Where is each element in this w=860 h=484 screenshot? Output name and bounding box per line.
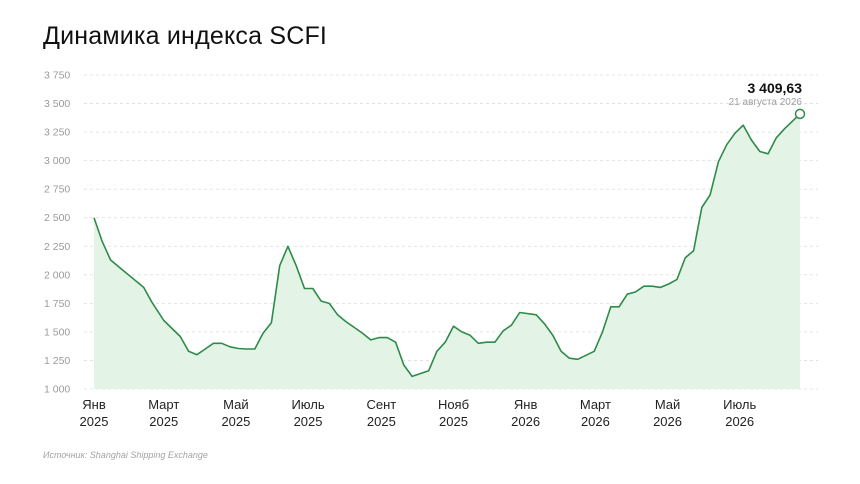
x-tick-month: Март — [580, 397, 611, 412]
x-tick-label: Март 2026 — [580, 397, 611, 429]
x-tick-label: Сент 2025 — [366, 397, 396, 429]
x-tick-month: Сент — [366, 397, 396, 412]
x-tick-month: Нояб — [438, 397, 469, 412]
y-axis: 1 000 1 250 1 500 1 750 2 000 2 250 2 500 2 750… — [44, 70, 70, 396]
x-tick-year: 2025 — [294, 414, 323, 429]
x-tick-year: 2026 — [653, 414, 682, 429]
x-tick-year: 2025 — [221, 414, 250, 429]
y-tick-label: 2 500 — [44, 212, 70, 224]
last-date-label: 21 августа 2026 — [729, 97, 803, 108]
x-tick-year: 2026 — [725, 414, 754, 429]
x-tick-label: Июль 2026 — [723, 397, 756, 429]
y-tick-label: 1 250 — [44, 355, 70, 367]
area-fill — [94, 113, 800, 390]
x-tick-month: Май — [655, 397, 680, 412]
x-tick-month: Янв — [82, 397, 106, 412]
y-tick-label: 2 750 — [44, 184, 70, 196]
y-tick-label: 1 500 — [44, 326, 70, 338]
y-tick-label: 3 500 — [44, 98, 70, 110]
x-tick-month: Май — [223, 397, 248, 412]
series-line — [93, 113, 801, 378]
y-tick-label: 2 000 — [44, 269, 70, 281]
last-point-marker[interactable] — [794, 108, 806, 120]
y-tick-label: 3 750 — [44, 70, 70, 82]
last-value-label: 3 409,63 — [748, 80, 803, 96]
x-tick-year: 2025 — [149, 414, 178, 429]
chart-title: Динамика индекса SCFI — [43, 22, 328, 50]
x-tick-label: Март 2025 — [148, 397, 179, 429]
x-tick-label: Май 2026 — [653, 397, 682, 429]
source-note: Источник: Shanghai Shipping Exchange — [43, 450, 208, 460]
y-tick-label: 3 250 — [44, 127, 70, 139]
x-tick-month: Март — [148, 397, 179, 412]
y-tick-label: 2 250 — [44, 241, 70, 253]
x-tick-year: 2026 — [581, 414, 610, 429]
x-tick-label: Нояб 2025 — [438, 397, 469, 429]
x-tick-label: Май 2025 — [221, 397, 250, 429]
x-tick-year: 2025 — [367, 414, 396, 429]
x-tick-year: 2025 — [80, 414, 109, 429]
x-tick-month: Июль — [291, 397, 324, 412]
x-tick-year: 2025 — [439, 414, 468, 429]
y-tick-label: 3 000 — [44, 155, 70, 167]
x-tick-month: Июль — [723, 397, 756, 412]
x-tick-label: Янв 2025 — [80, 397, 109, 429]
x-tick-year: 2026 — [511, 414, 540, 429]
y-tick-label: 1 000 — [44, 384, 70, 396]
x-tick-label: Янв 2026 — [511, 397, 540, 429]
x-tick-month: Янв — [514, 397, 538, 412]
y-tick-label: 1 750 — [44, 298, 70, 310]
x-tick-label: Июль 2025 — [291, 397, 324, 429]
